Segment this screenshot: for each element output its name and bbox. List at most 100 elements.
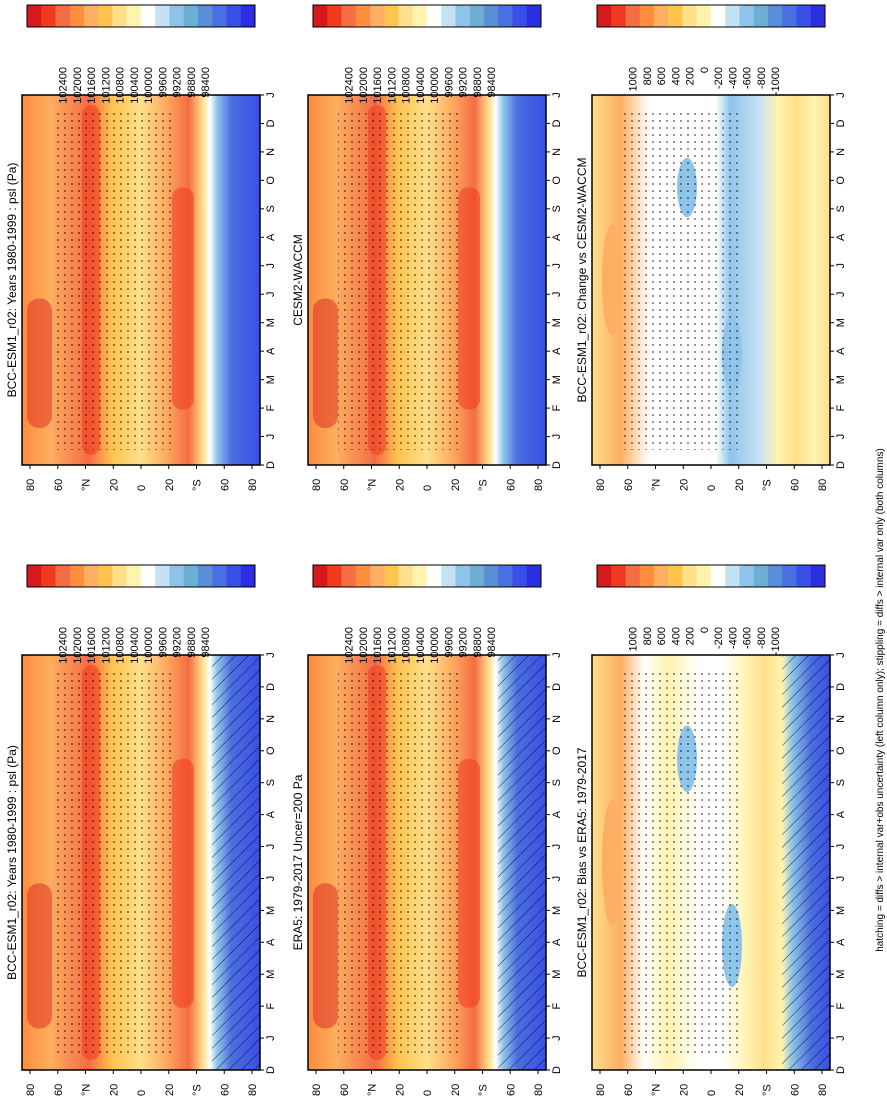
lat-tick-label: 60 (339, 1084, 351, 1096)
colorbar-swatch (84, 565, 99, 587)
month-label: A (551, 938, 563, 946)
colorbar-label: 98400 (486, 627, 498, 658)
colorbar-swatch (654, 5, 669, 27)
month-label: M (835, 906, 847, 915)
month-label: J (835, 1035, 847, 1041)
lat-tick-label: °S (478, 479, 490, 491)
colorbar-label: 102400 (344, 67, 356, 104)
colorbar-label: 98400 (200, 627, 212, 658)
lat-tick-label: °S (478, 1084, 490, 1096)
colorbar-swatch (625, 565, 641, 587)
high-band-pole (27, 298, 52, 428)
colorbar-swatch (41, 5, 56, 27)
colorbar-label: -800 (756, 67, 768, 89)
colorbar-label: 600 (656, 67, 668, 85)
colorbar-swatch (212, 5, 227, 27)
colorbar-swatch (597, 5, 612, 27)
colorbar-label: 400 (670, 67, 682, 85)
colorbar-swatch (327, 5, 342, 27)
month-label: A (551, 347, 563, 355)
high-band-south (172, 187, 194, 410)
colorbar-label: 1000 (628, 67, 640, 91)
lat-tick-label: 80 (25, 1084, 37, 1096)
colorbar-swatch (696, 5, 712, 27)
colorbar-swatch (455, 5, 471, 27)
month-label: D (835, 1066, 847, 1074)
month-label: A (835, 810, 847, 818)
colorbar-label: 100800 (401, 627, 413, 664)
colorbar-swatch (313, 565, 328, 587)
month-label: J (551, 876, 563, 882)
colorbar-swatch (27, 5, 42, 27)
colorbar-label: 99600 (443, 67, 455, 98)
month-label: J (265, 876, 277, 882)
colorbar-swatch (384, 565, 399, 587)
month-label: J (551, 652, 563, 658)
colorbar-swatch (739, 5, 755, 27)
colorbar-frame (26, 4, 256, 28)
lat-tick-label: 20 (678, 1084, 690, 1096)
month-label: N (265, 148, 277, 156)
month-label: D (551, 1066, 563, 1074)
hatching (782, 655, 830, 1070)
colorbar-swatch (226, 5, 242, 27)
colorbar-label: 99600 (157, 627, 169, 658)
panel-3: 80 60 °N 20 0 20 °S 60 80 D J F M A M J J A S O N D J ERA5: 197… (291, 564, 563, 1096)
panel-2: 80 60 °N 20 0 20 °S 60 80 D J F M A M J J A S O N D J BCC-ESM1_… (5, 4, 277, 491)
colorbar-swatch (141, 5, 156, 27)
panel-title: ERA5: 1979-2017 Uncer=200 Pa (291, 774, 305, 950)
month-label: M (835, 318, 847, 327)
month-label: J (835, 876, 847, 882)
colorbar-swatch (711, 565, 726, 587)
lat-tick-label: 20 (734, 479, 746, 491)
month-label: M (835, 970, 847, 979)
month-label: O (265, 746, 277, 755)
month-label: J (551, 844, 563, 850)
colorbar-label: 400 (670, 627, 682, 645)
lat-tick-label: 20 (108, 1084, 120, 1096)
month-label: D (551, 683, 563, 691)
month-label: J (835, 92, 847, 98)
month-label: D (835, 461, 847, 469)
colorbar-swatch (611, 5, 626, 27)
lat-tick-label: 60 (219, 479, 231, 491)
colorbar-label: 100000 (429, 67, 441, 104)
lat-tick-label: 60 (623, 1084, 635, 1096)
lat-tick-label: 20 (450, 479, 462, 491)
lat-tick-label: 60 (789, 1084, 801, 1096)
colorbar-swatch (484, 5, 499, 27)
lat-tick-label: 0 (706, 1090, 718, 1096)
colorbar-swatch (169, 565, 185, 587)
month-label: O (835, 176, 847, 185)
colorbar-swatch (455, 565, 471, 587)
colorbar-swatch (469, 5, 485, 27)
colorbar-swatch (810, 565, 826, 587)
lat-tick-label: 80 (533, 1084, 545, 1096)
colorbar-swatch (498, 5, 513, 27)
colorbar-swatch (498, 565, 513, 587)
colorbar-label: 101200 (386, 627, 398, 664)
colorbar-swatch (155, 5, 170, 27)
month-label: A (835, 347, 847, 355)
colorbar-frame (312, 564, 542, 588)
colorbar-swatch (355, 565, 371, 587)
month-label: J (835, 652, 847, 658)
panel-title: BCC-ESM1_r02: Years 1980-1999 : psl (Pa) (5, 745, 19, 980)
month-label: A (835, 938, 847, 946)
colorbar-swatch (55, 565, 71, 587)
lat-tick-label: °N (651, 1084, 663, 1096)
colorbar-label: 101200 (100, 627, 112, 664)
lat-tick-label: 60 (505, 479, 517, 491)
high-band-south (458, 187, 480, 410)
lat-tick-label: 20 (734, 1084, 746, 1096)
lat-tick-label: 20 (678, 479, 690, 491)
month-label: A (265, 233, 277, 241)
month-label: M (551, 906, 563, 915)
colorbar-label: -600 (742, 67, 754, 89)
colorbar-label: 200 (685, 67, 697, 85)
colorbar-swatch (341, 565, 357, 587)
colorbar-label: 102000 (358, 67, 370, 104)
month-label: A (551, 233, 563, 241)
colorbar-swatch (155, 565, 170, 587)
colorbar-swatch (768, 5, 783, 27)
